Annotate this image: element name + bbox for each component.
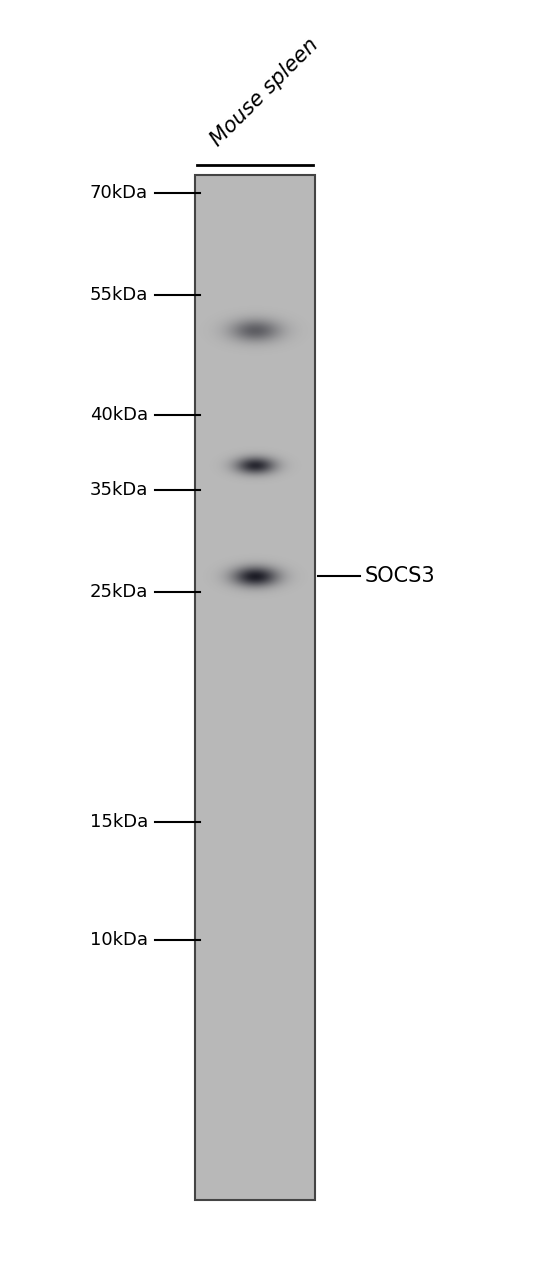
- Bar: [195, 175, 315, 1201]
- Text: 35kDa: 35kDa: [90, 481, 148, 499]
- Text: 15kDa: 15kDa: [90, 813, 148, 831]
- Text: 25kDa: 25kDa: [90, 582, 148, 602]
- Text: 10kDa: 10kDa: [90, 931, 148, 948]
- Text: 70kDa: 70kDa: [90, 184, 148, 202]
- Text: 40kDa: 40kDa: [90, 406, 148, 424]
- Text: Mouse spleen: Mouse spleen: [207, 35, 323, 150]
- Text: 55kDa: 55kDa: [90, 285, 148, 303]
- Text: SOCS3: SOCS3: [365, 566, 436, 586]
